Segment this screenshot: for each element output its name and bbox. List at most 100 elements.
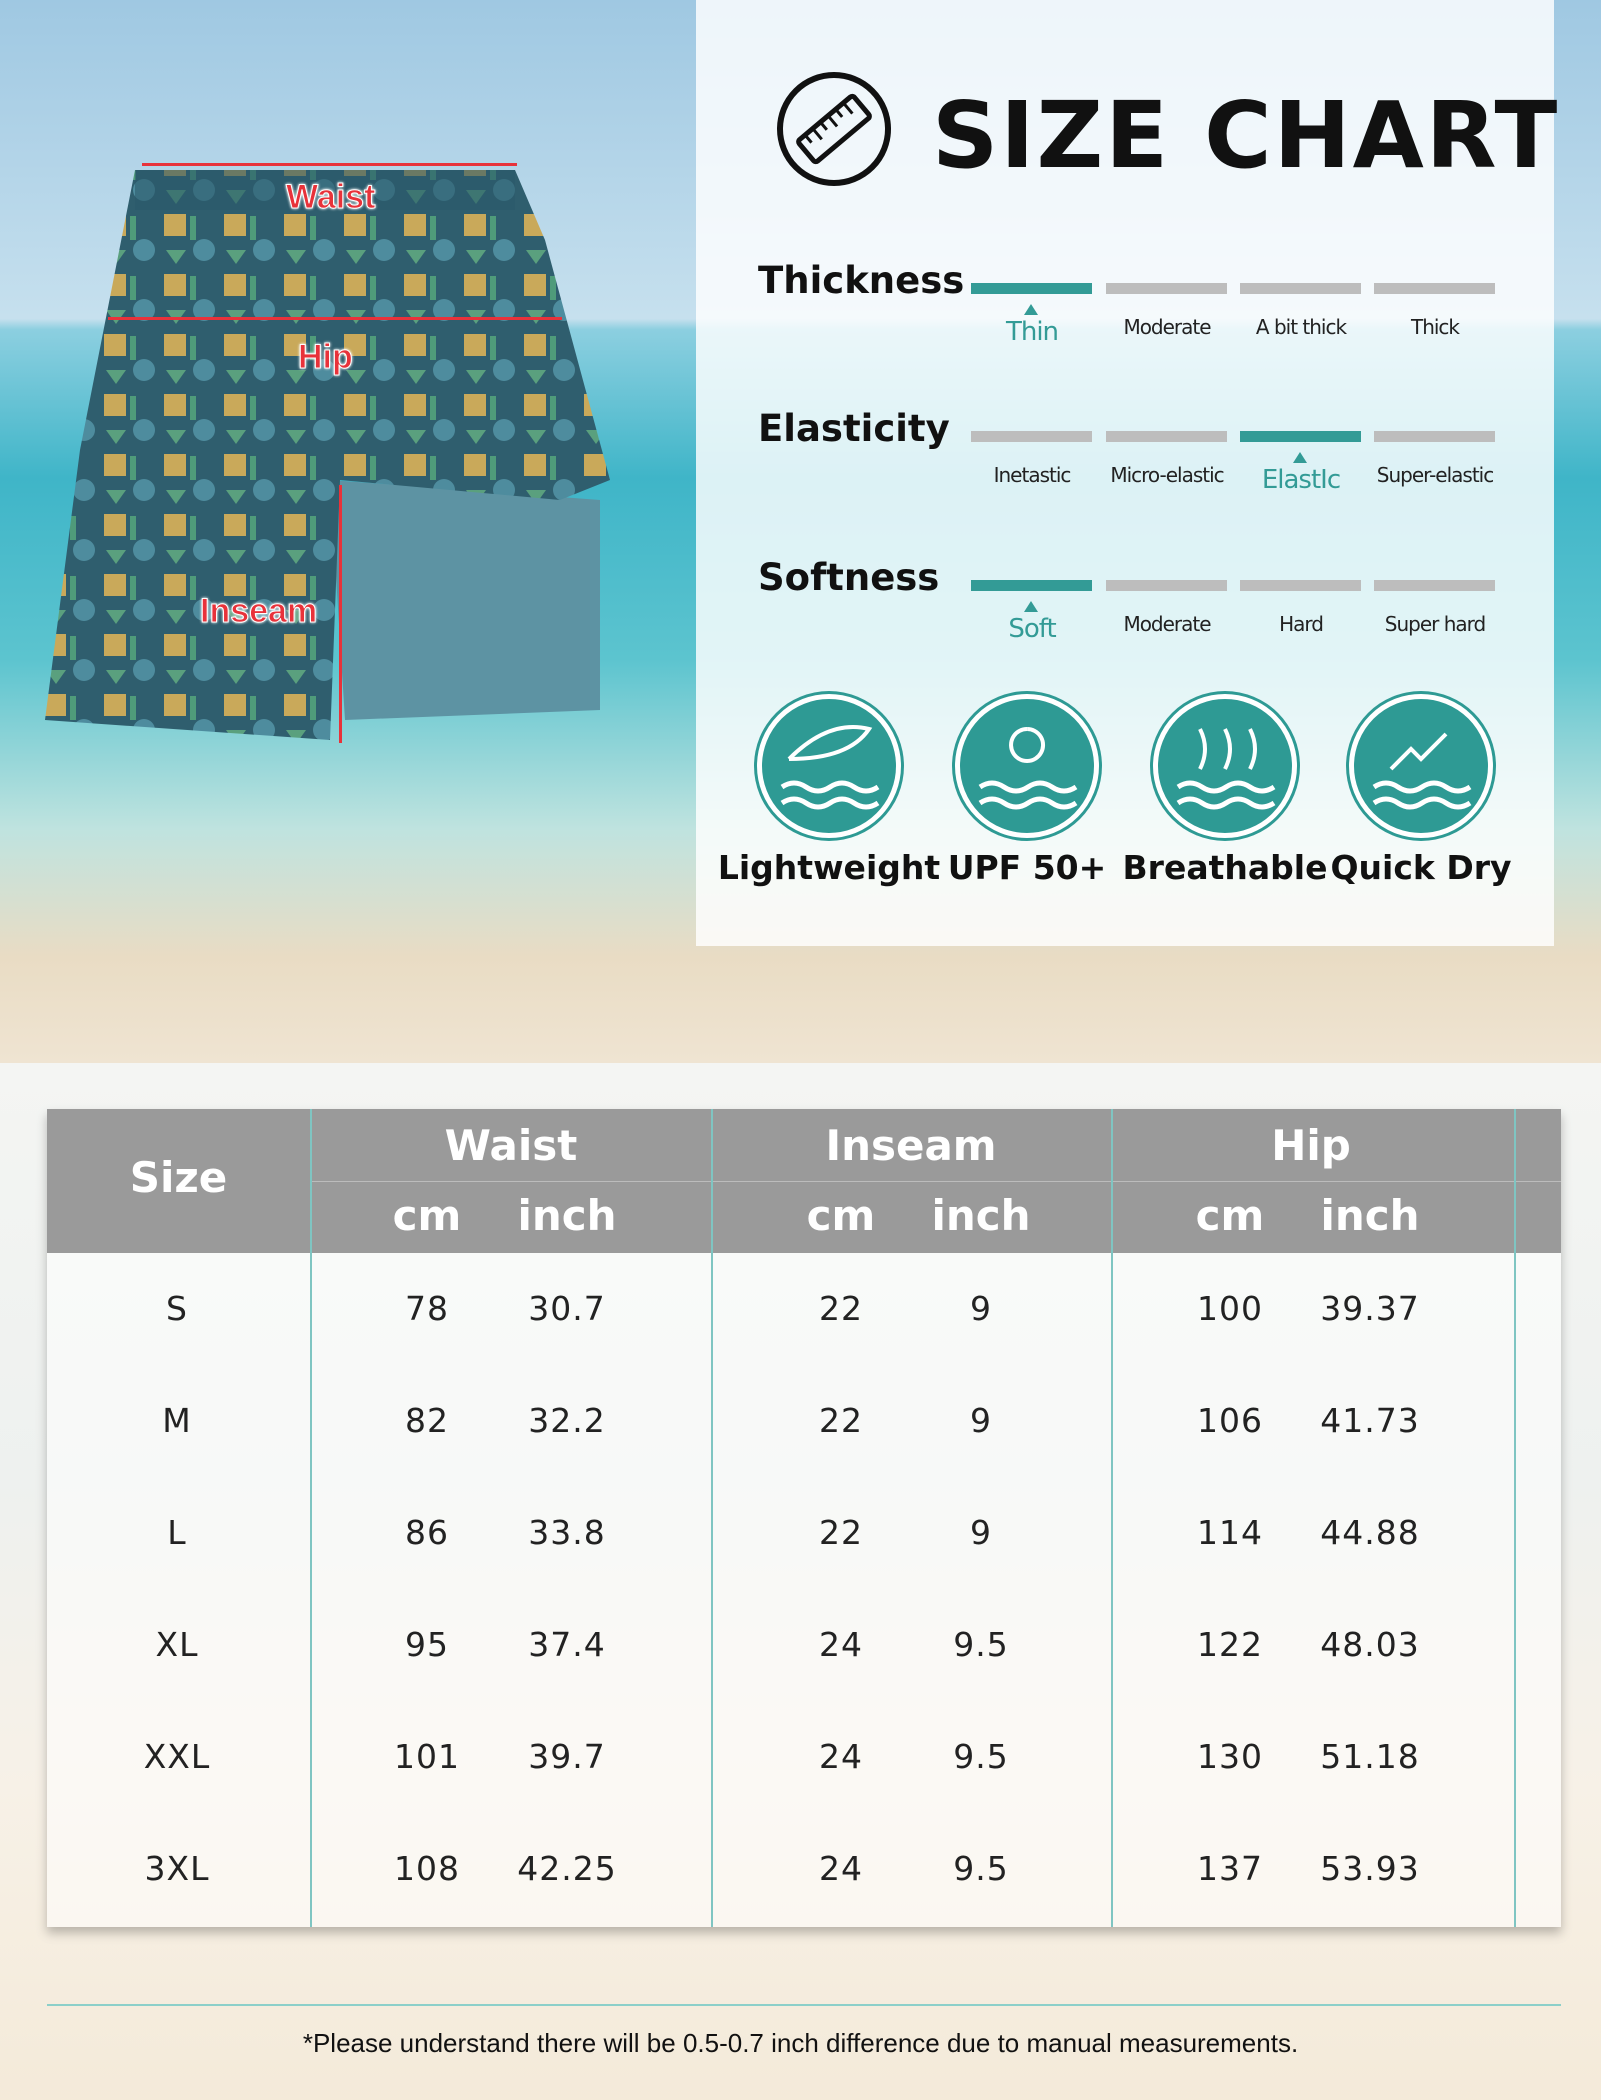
feature-label: UPF 50+ bbox=[947, 848, 1107, 887]
attr-segment bbox=[1106, 431, 1227, 442]
feature-label: Breathable bbox=[1122, 848, 1328, 887]
hip-line bbox=[108, 317, 562, 320]
group-header: Inseam bbox=[825, 1121, 997, 1170]
waist-label: Waist bbox=[285, 178, 376, 217]
divider bbox=[47, 2004, 1561, 2006]
attr-option: Moderate bbox=[1123, 612, 1211, 636]
table-cell: 9 bbox=[970, 1513, 992, 1552]
table-cell: 39.37 bbox=[1320, 1289, 1420, 1328]
group-header: Hip bbox=[1271, 1121, 1351, 1170]
size-cell: 3XL bbox=[144, 1849, 210, 1888]
table-cell: 9.5 bbox=[953, 1625, 1009, 1664]
attr-option: Super hard bbox=[1384, 612, 1486, 636]
attr-option: Moderate bbox=[1123, 315, 1211, 339]
size-cell: L bbox=[167, 1513, 187, 1552]
table-cell: 9 bbox=[970, 1289, 992, 1328]
attr-segment bbox=[1374, 431, 1495, 442]
inseam-label: Inseam bbox=[199, 592, 318, 631]
table-cell: 41.73 bbox=[1320, 1401, 1420, 1440]
attr-segment bbox=[1240, 431, 1361, 442]
attr-segment bbox=[1240, 283, 1361, 294]
table-cell: 101 bbox=[394, 1737, 460, 1776]
attr-segment bbox=[1106, 580, 1227, 591]
table-cell: 24 bbox=[819, 1849, 863, 1888]
attr-label-0: Thickness bbox=[758, 259, 965, 302]
size-cell: XXL bbox=[143, 1737, 211, 1776]
footnote: *Please understand there will be 0.5-0.7… bbox=[302, 2028, 1299, 2058]
table-cell: 137 bbox=[1197, 1849, 1263, 1888]
attr-segment bbox=[1374, 283, 1495, 294]
attr-option: Thin bbox=[1005, 317, 1059, 347]
table-cell: 32.2 bbox=[528, 1401, 606, 1440]
attr-option: Hard bbox=[1279, 612, 1324, 636]
table-cell: 108 bbox=[394, 1849, 460, 1888]
attr-segment bbox=[971, 580, 1092, 591]
table-cell: 114 bbox=[1197, 1513, 1263, 1552]
sun-icon bbox=[955, 694, 1099, 838]
attr-option: Micro-elastic bbox=[1110, 463, 1224, 487]
table-cell: 130 bbox=[1197, 1737, 1263, 1776]
table-cell: 86 bbox=[405, 1513, 449, 1552]
feature-label: Lightweight bbox=[717, 848, 941, 887]
attr-option: Soft bbox=[1008, 614, 1056, 644]
attr-option: Super-elastic bbox=[1376, 463, 1494, 487]
table-cell: 24 bbox=[819, 1625, 863, 1664]
unit-header: inch bbox=[1320, 1191, 1420, 1240]
table-cell: 33.8 bbox=[528, 1513, 606, 1552]
table-cell: 42.25 bbox=[517, 1849, 617, 1888]
ruler-icon bbox=[777, 72, 891, 186]
attr-option: ElastIc bbox=[1261, 465, 1341, 495]
table-cell: 9 bbox=[970, 1401, 992, 1440]
group-header: Waist bbox=[444, 1121, 578, 1170]
table-cell: 30.7 bbox=[528, 1289, 606, 1328]
size-cell: M bbox=[162, 1401, 192, 1440]
waist-line bbox=[142, 163, 517, 166]
attr-segment bbox=[1106, 283, 1227, 294]
selected-marker-icon bbox=[1293, 452, 1307, 463]
table-cell: 22 bbox=[819, 1401, 863, 1440]
table-cell: 82 bbox=[405, 1401, 449, 1440]
unit-header: cm bbox=[806, 1191, 876, 1240]
unit-header: inch bbox=[517, 1191, 617, 1240]
attr-segment bbox=[971, 431, 1092, 442]
unit-header: cm bbox=[1195, 1191, 1265, 1240]
page-title: SIZE CHART bbox=[932, 82, 1560, 189]
table-cell: 39.7 bbox=[528, 1737, 606, 1776]
attr-segment bbox=[1240, 580, 1361, 591]
feature-label: Quick Dry bbox=[1330, 848, 1512, 887]
unit-header: inch bbox=[931, 1191, 1031, 1240]
attr-label-2: Softness bbox=[758, 556, 940, 599]
table-cell: 44.88 bbox=[1320, 1513, 1420, 1552]
attr-segment bbox=[971, 283, 1092, 294]
hip-label: Hip bbox=[298, 338, 354, 377]
table-cell: 106 bbox=[1197, 1401, 1263, 1440]
table-cell: 24 bbox=[819, 1737, 863, 1776]
table-cell: 51.18 bbox=[1320, 1737, 1420, 1776]
arrows-up-icon bbox=[1349, 694, 1493, 838]
table-cell: 100 bbox=[1197, 1289, 1263, 1328]
selected-marker-icon bbox=[1024, 601, 1038, 612]
table-cell: 9.5 bbox=[953, 1737, 1009, 1776]
table-cell: 9.5 bbox=[953, 1849, 1009, 1888]
attr-option: Thick bbox=[1410, 315, 1460, 339]
table-cell: 48.03 bbox=[1320, 1625, 1420, 1664]
table-cell: 122 bbox=[1197, 1625, 1263, 1664]
size-cell: S bbox=[166, 1289, 188, 1328]
unit-header: cm bbox=[392, 1191, 462, 1240]
table-cell: 22 bbox=[819, 1513, 863, 1552]
size-header: Size bbox=[129, 1153, 228, 1202]
size-cell: XL bbox=[155, 1625, 199, 1664]
attr-option: A bit thick bbox=[1255, 315, 1347, 339]
feather-icon bbox=[757, 694, 901, 838]
inseam-line bbox=[339, 485, 342, 743]
table-cell: 95 bbox=[405, 1625, 449, 1664]
table-cell: 22 bbox=[819, 1289, 863, 1328]
table-cell: 78 bbox=[405, 1289, 449, 1328]
attr-option: Inetastic bbox=[993, 463, 1072, 487]
airflow-icon bbox=[1153, 694, 1297, 838]
selected-marker-icon bbox=[1024, 304, 1038, 315]
attr-segment bbox=[1374, 580, 1495, 591]
table-cell: 37.4 bbox=[528, 1625, 606, 1664]
table-cell: 53.93 bbox=[1320, 1849, 1420, 1888]
